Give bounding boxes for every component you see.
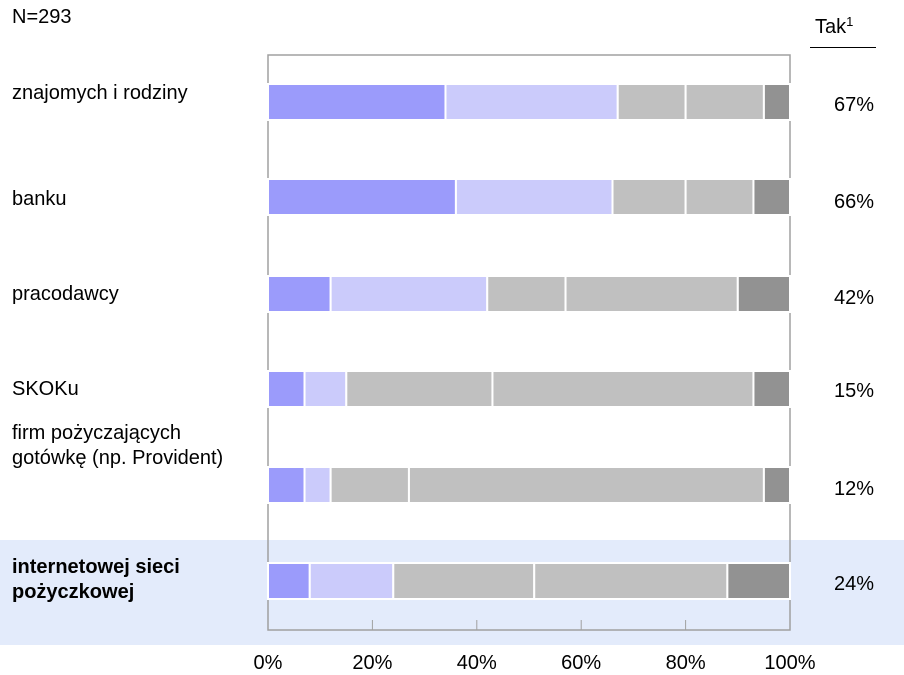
tak-header-text: Tak <box>815 16 847 38</box>
bar-segment-3 <box>616 83 687 121</box>
category-label: SKOKu <box>12 378 79 400</box>
bar-segment-1 <box>267 275 332 313</box>
tak-value: 15% <box>833 380 874 402</box>
tak-column-header: Tak1 <box>815 14 854 39</box>
bar-segment-2 <box>308 562 395 600</box>
tak-header-underline <box>810 47 876 48</box>
x-tick-label: 80% <box>666 652 706 674</box>
bar-segment-4 <box>684 178 755 216</box>
bar-segment-4 <box>684 83 765 121</box>
category-label: firm pożyczających gotówkę (np. Providen… <box>12 422 224 469</box>
category-label: znajomych i rodziny <box>12 82 188 104</box>
bar-segment-4 <box>491 370 755 408</box>
x-tick-label: 0% <box>254 652 283 674</box>
plot-frame <box>267 54 791 631</box>
x-axis-ticks <box>371 620 687 630</box>
bar-segment-4 <box>407 466 765 504</box>
bar-segment-3 <box>345 370 494 408</box>
x-tick-label: 100% <box>764 652 815 674</box>
sample-size-label: N=293 <box>12 6 72 28</box>
category-label-highlighted: internetowej sieci pożyczkowej <box>12 556 180 603</box>
bar-segment-5 <box>752 178 792 216</box>
x-axis-tick-labels: 0% 20% 40% 60% 80% 100% <box>254 652 816 674</box>
bar-segment-1 <box>267 370 306 408</box>
bar-segment-4 <box>564 275 739 313</box>
bar-segment-5 <box>762 83 792 121</box>
x-tick-label: 40% <box>457 652 497 674</box>
bar-segment-2 <box>444 83 619 121</box>
bar-segment-5 <box>726 562 791 600</box>
x-tick-label: 20% <box>352 652 392 674</box>
tak-value: 12% <box>833 478 874 500</box>
bar-segment-2 <box>454 178 614 216</box>
bar-segment-3 <box>329 466 410 504</box>
bar-segment-1 <box>267 466 306 504</box>
tak-value: 67% <box>833 94 874 116</box>
bar-segment-3 <box>392 562 536 600</box>
bar-segment-3 <box>486 275 567 313</box>
bar-segment-2 <box>329 275 489 313</box>
bar-segment-5 <box>752 370 792 408</box>
bar-segment-1 <box>267 562 311 600</box>
bar-segment-4 <box>533 562 729 600</box>
bar-segment-1 <box>267 83 447 121</box>
tak-footnote-marker: 1 <box>846 14 854 29</box>
bar-segment-2 <box>303 466 332 504</box>
bar-segment-1 <box>267 178 457 216</box>
tak-value: 24% <box>833 573 874 595</box>
x-tick-label: 60% <box>561 652 601 674</box>
bar-segment-2 <box>303 370 348 408</box>
tak-value: 66% <box>833 191 874 213</box>
category-label: pracodawcy <box>12 283 119 305</box>
bar-segment-5 <box>762 466 792 504</box>
bar-segment-3 <box>611 178 687 216</box>
category-label: banku <box>12 188 67 210</box>
tak-value: 42% <box>833 287 874 309</box>
bars-group <box>267 83 792 600</box>
bar-segment-5 <box>736 275 791 313</box>
